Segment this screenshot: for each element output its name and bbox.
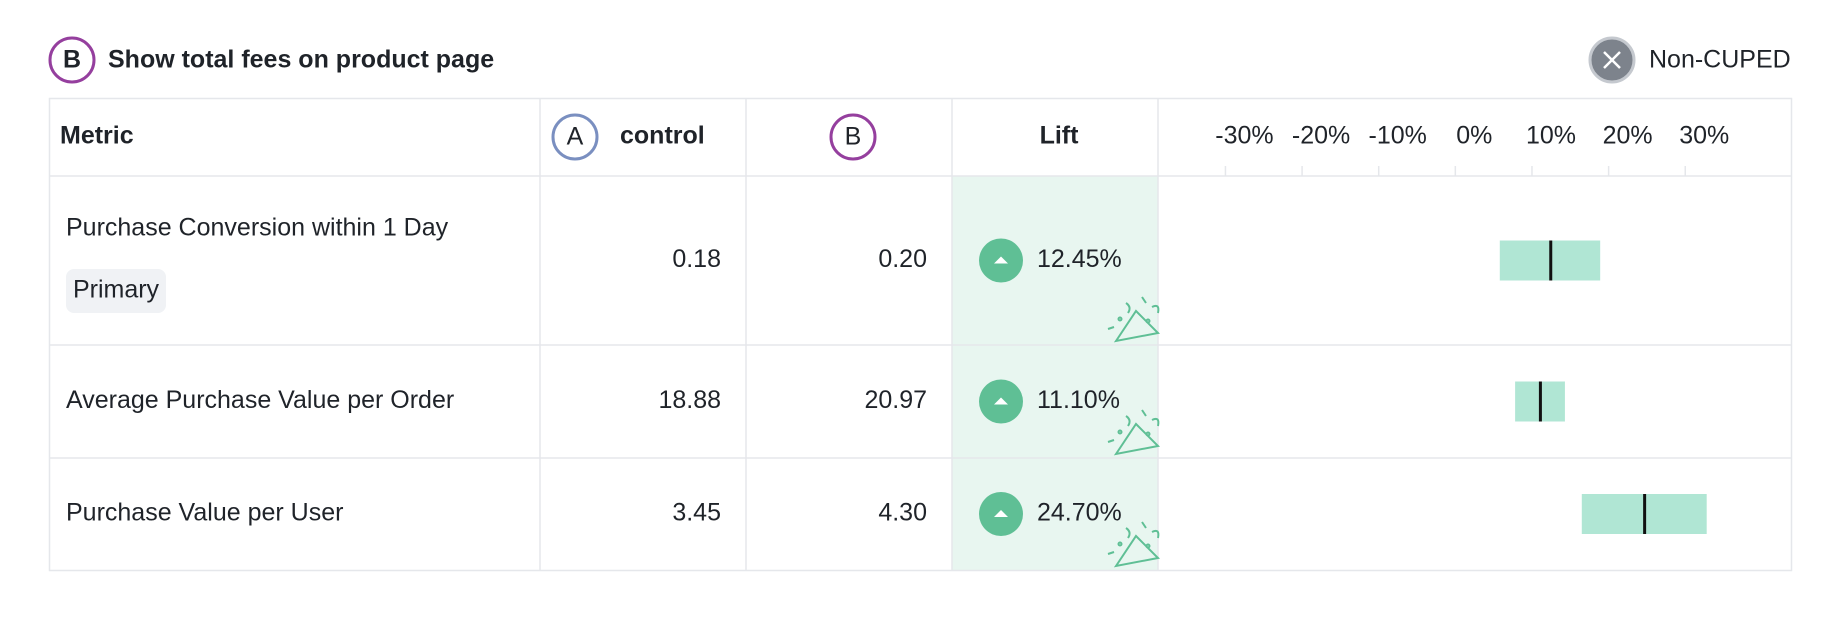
axis-tick-label: 30% bbox=[1679, 122, 1729, 150]
test-value: 20.97 bbox=[864, 386, 927, 414]
header-control: control bbox=[620, 122, 705, 150]
metric-name: Average Purchase Value per Order bbox=[66, 386, 454, 414]
control-value: 18.88 bbox=[658, 386, 721, 414]
header-lift: Lift bbox=[1040, 122, 1080, 150]
experiment-title: Show total fees on product page bbox=[108, 46, 494, 74]
metric-name: Purchase Value per User bbox=[66, 499, 343, 527]
toggle-label[interactable]: Non-CUPED bbox=[1649, 46, 1791, 74]
metric-tag: Primary bbox=[73, 276, 160, 304]
test-value: 4.30 bbox=[878, 499, 927, 527]
axis-tick-label: -20% bbox=[1292, 122, 1350, 150]
cuped-toggle[interactable]: Non-CUPED bbox=[1590, 38, 1791, 82]
axis-tick-label: 0% bbox=[1456, 122, 1492, 150]
axis-tick-label: -30% bbox=[1215, 122, 1273, 150]
axis-tick-label: 20% bbox=[1603, 122, 1653, 150]
axis-tick-label: 10% bbox=[1526, 122, 1576, 150]
axis-tick-label: -10% bbox=[1369, 122, 1427, 150]
a-badge-text: A bbox=[567, 123, 584, 151]
metric-name: Purchase Conversion within 1 Day bbox=[66, 214, 449, 242]
header-metric: Metric bbox=[60, 122, 134, 150]
b-badge-text: B bbox=[845, 123, 862, 151]
variant-badge-text: B bbox=[63, 46, 81, 74]
lift-value: 11.10% bbox=[1037, 386, 1120, 414]
control-value: 3.45 bbox=[672, 499, 721, 527]
control-value: 0.18 bbox=[672, 245, 721, 273]
lift-value: 12.45% bbox=[1037, 245, 1122, 273]
test-value: 0.20 bbox=[878, 245, 927, 273]
lift-value: 24.70% bbox=[1037, 499, 1122, 527]
